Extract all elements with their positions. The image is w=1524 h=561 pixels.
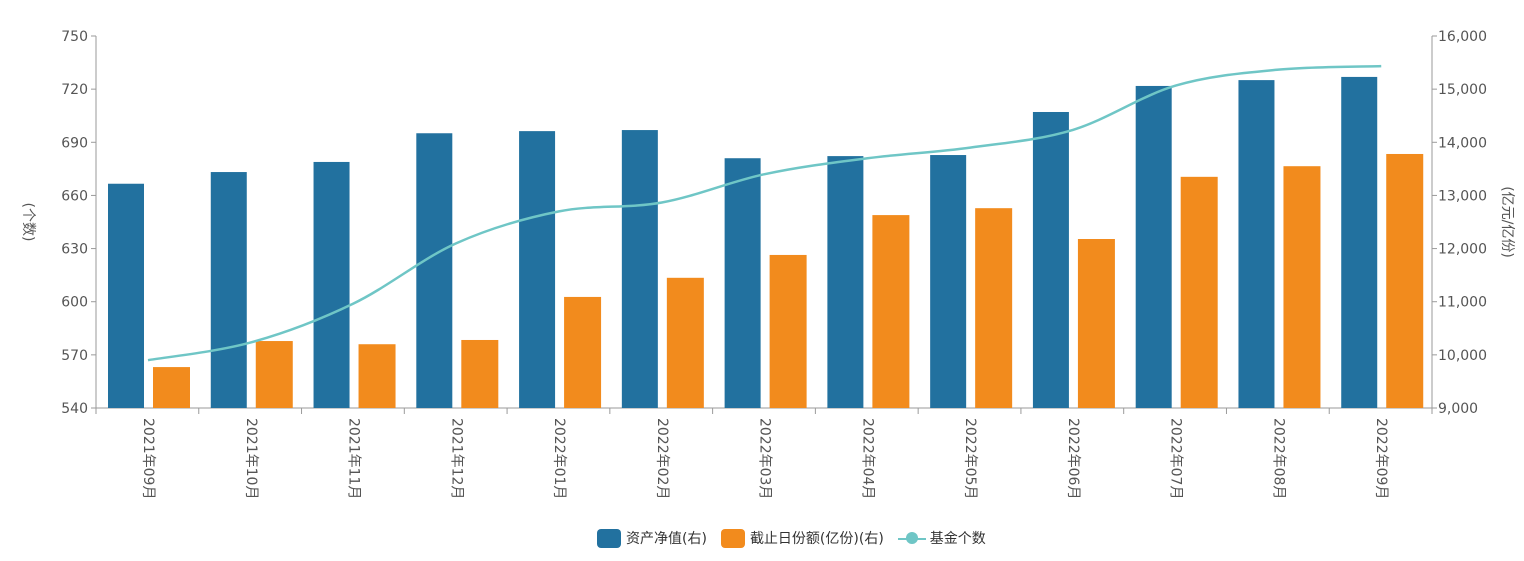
left-tick-label: 540	[61, 401, 88, 417]
x-tick-label: 2021年12月	[448, 418, 464, 499]
right-tick-label: 12,000	[1438, 242, 1487, 258]
legend-swatch-shares	[720, 528, 745, 548]
bar-shares	[461, 339, 499, 408]
right-axis-title: (亿元/亿份)	[1499, 186, 1515, 258]
bar-shares	[769, 254, 807, 408]
axis-labels: 540 570 600 630 660 690 720 750 9,000 10,000 11,00…	[61, 29, 1487, 499]
bar-net-asset	[1135, 85, 1172, 408]
legend-swatch-net-asset	[597, 528, 621, 548]
x-tick-label: 2022年04月	[859, 418, 875, 499]
right-tick-label: 16,000	[1438, 29, 1487, 45]
legend-item-fund-count[interactable]: 基金个数	[897, 528, 986, 548]
legend-swatch-fund-count	[897, 529, 926, 548]
bar-net-asset	[416, 133, 453, 408]
legend-item-net-asset[interactable]: 资产净值(右)	[597, 528, 707, 548]
x-tick-label: 2022年08月	[1270, 418, 1286, 499]
bar-net-asset	[108, 183, 144, 408]
right-tick-label: 14,000	[1438, 135, 1487, 151]
bar-shares	[564, 296, 602, 408]
bar-shares	[358, 344, 396, 408]
right-tick-label: 15,000	[1438, 82, 1487, 98]
bar-shares	[1386, 153, 1424, 408]
bar-shares	[1180, 176, 1218, 408]
bar-net-asset	[313, 161, 350, 408]
line-series	[147, 64, 1382, 362]
bar-net-asset	[724, 158, 761, 408]
x-tick-label: 2022年07月	[1168, 418, 1184, 499]
x-tick-label: 2021年10月	[243, 418, 259, 499]
left-tick-label: 720	[61, 82, 88, 98]
legend-label-shares: 截止日份额(亿份)(右)	[749, 531, 884, 547]
left-tick-label: 630	[61, 242, 88, 258]
bars	[108, 76, 1424, 409]
x-tick-label: 2022年01月	[551, 418, 567, 499]
bar-net-asset	[930, 155, 967, 408]
x-tick-label: 2022年03月	[757, 418, 773, 499]
left-tick-label: 570	[61, 348, 88, 364]
x-tick-label: 2022年02月	[654, 418, 670, 499]
bar-shares	[153, 367, 190, 408]
legend: 资产净值(右) 截止日份额(亿份)(右) 基金个数	[597, 528, 1000, 548]
bar-net-asset	[621, 130, 658, 408]
x-tick-label: 2021年09月	[140, 418, 156, 499]
x-tick-label: 2021年11月	[346, 418, 362, 499]
right-tick-label: 13,000	[1438, 188, 1487, 204]
left-axis-title: (个数)	[20, 203, 36, 242]
right-tick-label: 10,000	[1438, 348, 1487, 364]
right-tick-label: 11,000	[1438, 295, 1487, 311]
bar-net-asset	[519, 131, 556, 408]
bar-shares	[1077, 239, 1115, 408]
bar-shares	[666, 277, 704, 408]
bar-net-asset	[1238, 80, 1275, 408]
x-tick-label: 2022年06月	[1065, 418, 1081, 499]
left-tick-label: 600	[61, 295, 88, 311]
axes	[91, 35, 1437, 414]
legend-label-fund-count: 基金个数	[929, 531, 986, 547]
bar-shares	[255, 341, 293, 408]
left-tick-label: 660	[61, 188, 88, 204]
bar-net-asset	[827, 156, 864, 408]
x-tick-label: 2022年05月	[962, 418, 978, 499]
bar-shares	[1283, 166, 1321, 408]
x-tick-label: 2022年09月	[1373, 418, 1389, 499]
bar-net-asset	[1032, 111, 1069, 408]
legend-item-shares[interactable]: 截止日份额(亿份)(右)	[720, 528, 884, 548]
legend-label-net-asset: 资产净值(右)	[626, 531, 707, 547]
bar-net-asset	[210, 172, 247, 408]
left-tick-label: 750	[61, 29, 88, 45]
bar-net-asset	[1341, 76, 1378, 409]
bar-shares	[975, 208, 1013, 408]
bar-shares	[872, 215, 910, 408]
right-tick-label: 9,000	[1438, 401, 1478, 417]
left-tick-label: 690	[61, 135, 88, 151]
